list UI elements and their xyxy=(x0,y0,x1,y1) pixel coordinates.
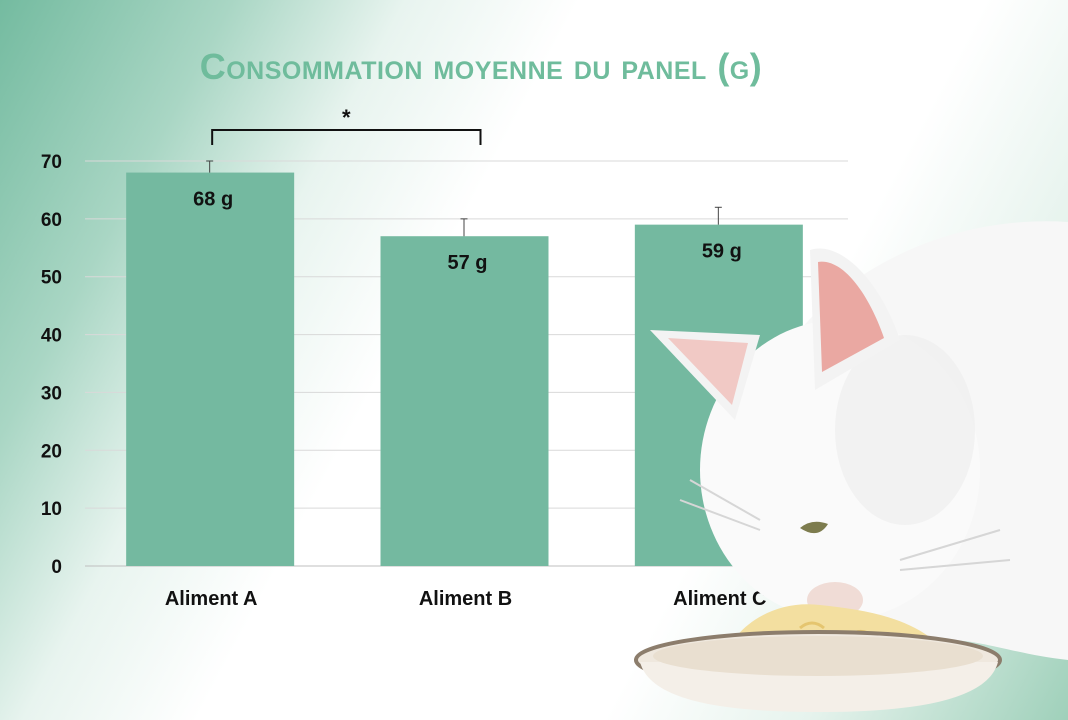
significance-bracket-line xyxy=(211,129,482,145)
data-label: 59 g xyxy=(702,241,742,263)
y-tick-label: 60 xyxy=(41,210,62,231)
y-tick-label: 40 xyxy=(41,326,62,347)
cat-eating-icon xyxy=(634,221,1068,712)
data-label: 57 g xyxy=(447,252,487,274)
x-tick-label: Aliment B xyxy=(419,588,512,610)
y-axis-ticks: 0 10 20 30 40 50 60 70 xyxy=(41,152,62,578)
chart-title: Consommation moyenne du panel (g) xyxy=(199,46,763,87)
x-tick-label: Aliment A xyxy=(165,588,258,610)
y-tick-label: 20 xyxy=(41,441,62,462)
bar-aliment-a xyxy=(126,172,295,567)
y-tick-label: 30 xyxy=(41,383,62,404)
x-tick-label: Aliment C xyxy=(673,588,766,610)
y-tick-label: 10 xyxy=(41,499,62,520)
labels: 68 g Aliment A 57 g Aliment B 59 g Aliment C xyxy=(165,189,767,610)
y-tick-label: 70 xyxy=(41,152,62,173)
significance-bracket: * xyxy=(211,105,482,145)
y-tick-label: 50 xyxy=(41,268,62,289)
data-label: 68 g xyxy=(193,189,233,211)
bar-aliment-b xyxy=(380,236,549,566)
significance-label: * xyxy=(342,105,351,130)
y-tick-label: 0 xyxy=(51,557,62,578)
